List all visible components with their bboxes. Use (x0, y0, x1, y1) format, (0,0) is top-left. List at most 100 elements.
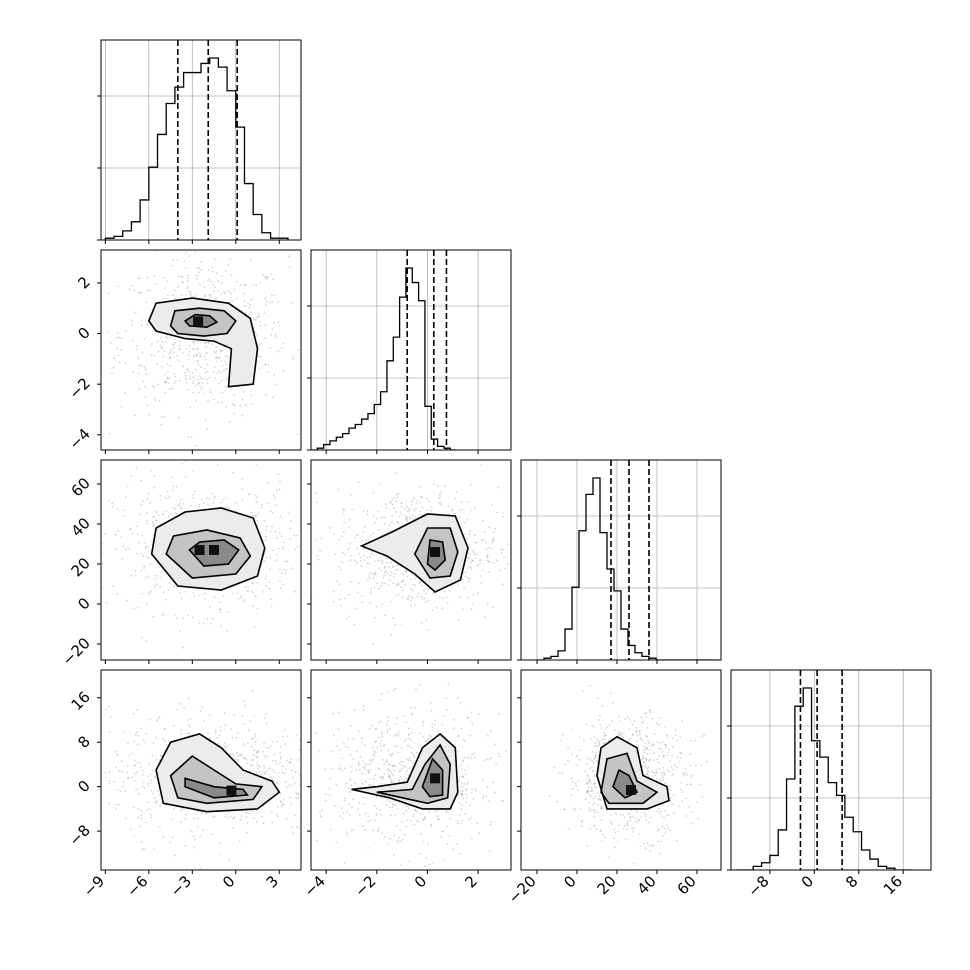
scatter-point (209, 296, 212, 299)
density-peak (226, 785, 237, 796)
scatter-point (371, 760, 373, 762)
scatter-point (655, 722, 658, 725)
scatter-point (227, 290, 230, 293)
scatter-point (370, 759, 372, 761)
scatter-point (491, 539, 494, 541)
scatter-point (222, 369, 225, 372)
scatter-point (268, 773, 270, 776)
scatter-point (256, 756, 259, 759)
scatter-point (111, 372, 113, 375)
scatter-point (492, 781, 495, 784)
scatter-point (169, 351, 172, 354)
scatter-point (367, 815, 370, 817)
scatter-point (567, 746, 569, 749)
scatter-point (138, 388, 141, 391)
scatter-point (176, 354, 179, 357)
scatter-point (241, 398, 244, 401)
scatter-point (593, 809, 596, 812)
scatter-point (575, 755, 578, 758)
scatter-point (655, 771, 658, 774)
scatter-point (422, 736, 425, 738)
scatter-point (239, 284, 242, 287)
scatter-point (570, 794, 573, 797)
scatter-point (225, 813, 227, 815)
scatter-point (604, 735, 606, 737)
scatter-point (348, 803, 351, 806)
scatter-point (113, 357, 116, 360)
scatter-point (253, 626, 256, 629)
scatter-point (597, 740, 600, 742)
scatter-point (142, 555, 145, 558)
scatter-point (139, 761, 142, 764)
scatter-point (458, 778, 461, 780)
scatter-point (137, 541, 140, 544)
scatter-point (452, 584, 454, 587)
scatter-point (408, 767, 411, 770)
scatter-point (126, 771, 129, 774)
scatter-point (225, 506, 228, 509)
scatter-point (661, 750, 664, 753)
scatter-point (152, 525, 155, 528)
scatter-point (229, 753, 232, 756)
scatter-point (411, 500, 413, 503)
scatter-point (214, 352, 217, 354)
scatter-point (483, 616, 486, 619)
scatter-point (365, 539, 367, 542)
scatter-point (372, 492, 375, 494)
scatter-point (461, 793, 464, 795)
scatter-point (264, 337, 266, 339)
scatter-point (279, 580, 281, 582)
scatter-point (586, 762, 588, 765)
scatter-point (488, 546, 490, 549)
panel-content (549, 685, 708, 865)
scatter-point (471, 753, 473, 756)
scatter-point (472, 594, 475, 596)
scatter-point (594, 786, 596, 788)
scatter-point (202, 280, 205, 283)
scatter-point (204, 295, 207, 297)
scatter-point (264, 363, 267, 366)
scatter-point (200, 269, 203, 271)
scatter-point (347, 833, 349, 836)
scatter-point (648, 808, 650, 811)
scatter-point (201, 382, 204, 384)
scatter-point (390, 772, 393, 775)
scatter-point (178, 348, 181, 351)
scatter-point (648, 709, 651, 712)
scatter-point (430, 823, 432, 826)
scatter-point (396, 496, 399, 499)
scatter-point (368, 728, 371, 731)
scatter-point (203, 286, 206, 289)
scatter-point (411, 514, 414, 517)
scatter-point (658, 717, 661, 719)
scatter-point (220, 371, 223, 373)
scatter-point (187, 436, 190, 438)
scatter-point (372, 829, 375, 832)
scatter-point (646, 747, 649, 750)
scatter-point (361, 741, 364, 744)
scatter-point (404, 584, 407, 586)
scatter-point (218, 853, 221, 856)
scatter-point (438, 497, 441, 500)
scatter-point (184, 476, 187, 478)
scatter-point (364, 762, 367, 765)
scatter-point (393, 800, 395, 802)
scatter-point (362, 766, 365, 769)
scatter-point (571, 787, 574, 790)
scatter-point (428, 810, 430, 813)
scatter-point (413, 756, 415, 758)
scatter-point (659, 812, 661, 815)
scatter-point (256, 524, 259, 527)
scatter-point (370, 724, 373, 727)
scatter-point (173, 807, 175, 810)
scatter-point (256, 607, 259, 610)
scatter-point (410, 578, 412, 581)
scatter-point (186, 733, 189, 735)
scatter-point (252, 604, 255, 607)
scatter-point (137, 734, 140, 737)
scatter-point (287, 511, 290, 513)
scatter-point (342, 551, 345, 554)
scatter-point (395, 569, 397, 572)
scatter-point (435, 606, 438, 609)
